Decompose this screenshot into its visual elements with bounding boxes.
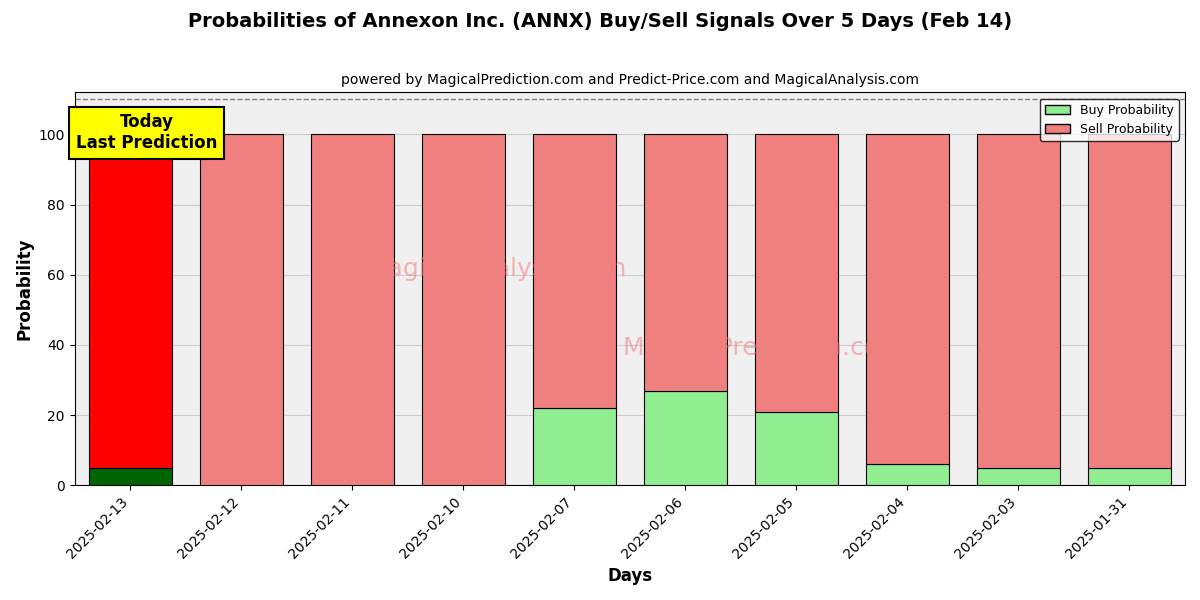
Bar (755, 134, 838, 412)
Title: powered by MagicalPrediction.com and Predict-Price.com and MagicalAnalysis.com: powered by MagicalPrediction.com and Pre… (341, 73, 919, 87)
Text: MagicalAnalysis.com: MagicalAnalysis.com (366, 257, 626, 281)
Bar (89, 468, 172, 485)
X-axis label: Days: Days (607, 567, 653, 585)
Bar (199, 134, 283, 485)
Bar (533, 134, 616, 408)
Text: Probabilities of Annexon Inc. (ANNX) Buy/Sell Signals Over 5 Days (Feb 14): Probabilities of Annexon Inc. (ANNX) Buy… (188, 12, 1012, 31)
Bar (533, 408, 616, 485)
Legend: Buy Probability, Sell Probability: Buy Probability, Sell Probability (1040, 98, 1178, 141)
Bar (1088, 468, 1171, 485)
Bar (755, 412, 838, 485)
Bar (643, 134, 727, 391)
Bar (865, 134, 949, 464)
Bar (643, 391, 727, 485)
Bar (1088, 134, 1171, 468)
Bar (977, 134, 1060, 468)
Bar (89, 134, 172, 468)
Bar (977, 468, 1060, 485)
Bar (311, 134, 394, 485)
Text: MagicalPrediction.com: MagicalPrediction.com (623, 336, 904, 360)
Y-axis label: Probability: Probability (16, 238, 34, 340)
Bar (421, 134, 505, 485)
Bar (865, 464, 949, 485)
Text: Today
Last Prediction: Today Last Prediction (76, 113, 217, 152)
